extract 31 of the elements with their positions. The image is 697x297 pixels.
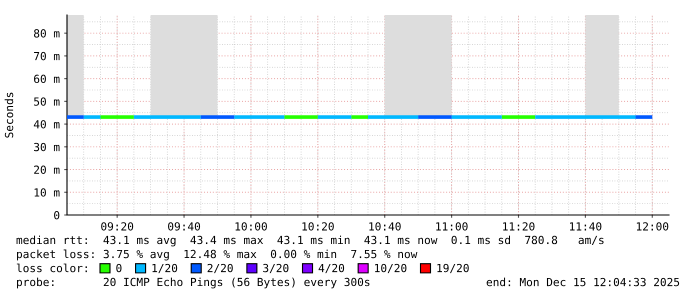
text: median rtt: 43.1 ms avg 43.4 ms max 43.1 ms min 43.1 ms now 0.1 ms sd 780.8 am/s: [16, 236, 604, 246]
x-tick-label: 11:40: [570, 222, 602, 231]
legend-label: 1/20: [152, 264, 178, 274]
y-tick-label: 10 m: [34, 188, 60, 197]
legend-label: 19/20: [437, 264, 469, 274]
y-tick-label: 60 m: [34, 74, 60, 84]
x-tick-label: 09:40: [168, 222, 200, 231]
x-tick-label: 10:20: [302, 222, 334, 231]
y-tick-label: 40 m: [34, 120, 60, 128]
legend-label: 2/20: [208, 264, 233, 274]
y-tick-label: 70 m: [34, 52, 60, 60]
y-tick-label: 0: [54, 211, 60, 220]
y-tick-label: 80 m: [34, 29, 60, 38]
x-tick-label: 10:40: [369, 222, 401, 231]
x-tick-label: 10:00: [236, 222, 267, 231]
text: probe: 20 ICMP Echo Pings (56 Bytes) every 300s: [17, 278, 370, 288]
x-tick-label: 12:00: [636, 222, 668, 231]
x-tick-label: 11:00: [436, 222, 468, 231]
y-tick-label: 30 m: [34, 142, 60, 152]
legend-label: 4/20: [318, 264, 344, 274]
y-axis-title: Seconds: [4, 92, 14, 138]
y-tick-label: 50 m: [34, 97, 60, 106]
legend-label: 0: [116, 264, 122, 272]
legend-label: 3/20: [263, 264, 288, 274]
y-tick-label: 20 m: [34, 166, 60, 174]
text: packet loss: 3.75 % avg 12.48 % max 0.00 % min 7.55 % now: [17, 250, 418, 260]
legend-title: loss color:: [16, 264, 87, 272]
text: end: Mon Dec 15 12:04:33 2025: [486, 278, 680, 286]
x-tick-label: 09:20: [101, 222, 134, 231]
x-tick-label: 11:20: [503, 222, 535, 231]
legend-label: 10/20: [375, 264, 406, 274]
